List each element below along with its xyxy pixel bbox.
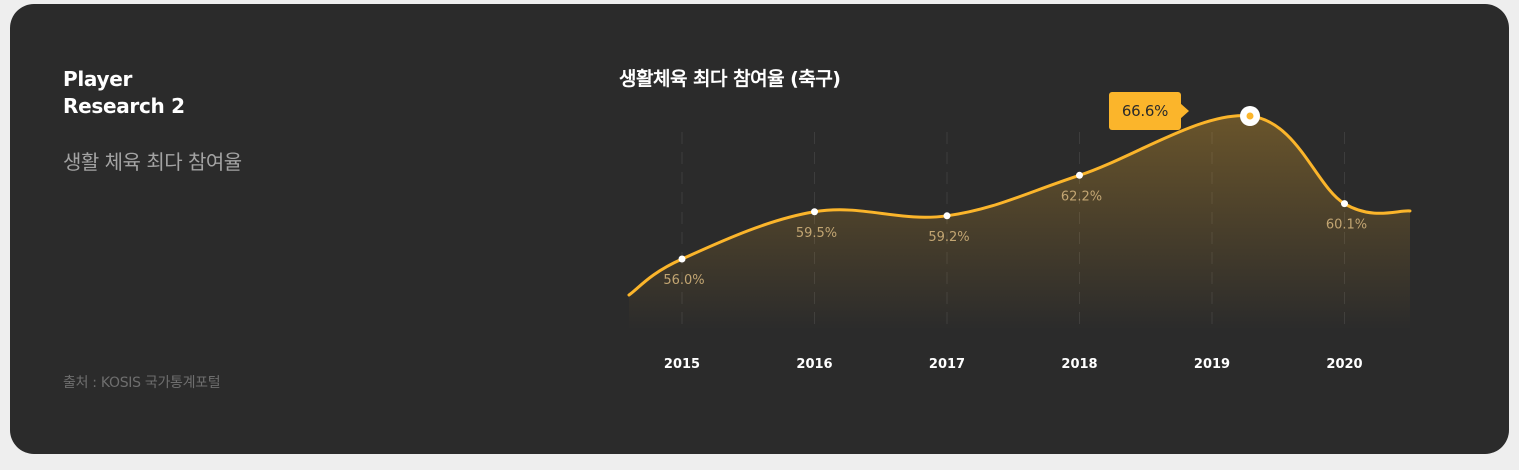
x-tick-label: 2015 [664, 357, 700, 372]
card-heading-line1: Player [63, 67, 133, 91]
peak-marker-dot [1246, 112, 1254, 120]
x-tick-label: 2019 [1194, 357, 1230, 372]
x-tick-label: 2017 [929, 357, 965, 372]
data-label: 59.5% [796, 226, 837, 241]
data-point [1076, 171, 1083, 179]
chart-title: 생활체육 최다 참여율 (축구) [619, 68, 841, 90]
x-tick-label: 2020 [1326, 357, 1362, 372]
data-point [943, 212, 951, 220]
x-tick-label: 2018 [1061, 357, 1097, 372]
card-header: Player Research 2 생활 체육 최다 참여율 [63, 66, 463, 175]
highlight-tooltip: 66.6% [1109, 92, 1189, 130]
card-subtitle: 생활 체육 최다 참여율 [63, 150, 242, 174]
data-point [678, 255, 686, 263]
x-tick-label: 2016 [796, 357, 832, 372]
card-heading-line2: Research 2 [63, 94, 185, 118]
data-label: 62.2% [1061, 189, 1102, 204]
data-label: 56.0% [663, 273, 704, 288]
data-label: 60.1% [1326, 218, 1367, 233]
series-line [627, 114, 1412, 297]
series-area [629, 115, 1410, 330]
data-point [1341, 200, 1348, 208]
card-heading: Player Research 2 [63, 66, 463, 120]
x-axis-labels: 2015 2016 2017 2018 2019 2020 [664, 357, 1363, 372]
data-points: 56.0% 59.5% 59.2% 62.2% 60.1% [663, 106, 1367, 288]
data-point [811, 208, 818, 216]
source-note: 출처 : KOSIS 국가통계포털 [63, 375, 221, 391]
data-label: 59.2% [928, 230, 969, 245]
